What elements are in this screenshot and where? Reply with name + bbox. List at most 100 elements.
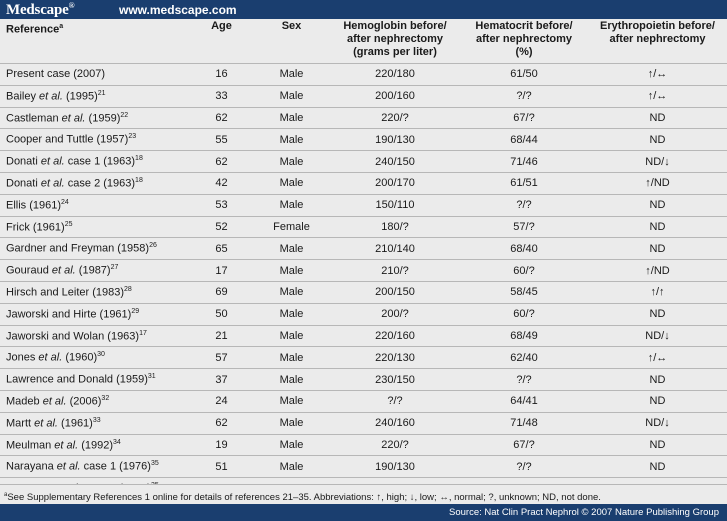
cell-hematocrit: 68/40	[460, 237, 588, 261]
cell-age: 37	[190, 368, 253, 391]
cell-hematocrit: 67/?	[460, 107, 588, 130]
column-header-age: Age	[190, 19, 253, 64]
reference-citation-number[interactable]: 21	[97, 89, 106, 97]
reference-citation-number[interactable]: 27	[110, 264, 119, 272]
cell-erythropoietin: ND	[588, 455, 727, 479]
cell-age: 65	[190, 237, 253, 261]
cell-age: 16	[190, 63, 253, 86]
header-bar: Medscape® www.medscape.com	[0, 0, 727, 19]
cell-reference: Bailey et al. (1995)21	[0, 85, 190, 108]
reference-citation-number[interactable]: 26	[149, 242, 157, 250]
reference-citation-number[interactable]: 29	[131, 307, 140, 315]
reference-citation-number[interactable]: 33	[92, 416, 101, 424]
data-table-container: Referencea Age Sex Hemoglobin before/aft…	[0, 19, 727, 500]
cell-age: 42	[190, 172, 253, 195]
reference-citation-number[interactable]: 24	[61, 198, 69, 206]
cell-erythropoietin: ND/↓	[588, 412, 727, 435]
cell-hemoglobin: 220/?	[330, 107, 460, 130]
reference-etal: et al.	[39, 90, 63, 103]
reference-author: Meulman	[6, 439, 55, 452]
table-row: Cooper and Tuttle (1957)23 55 Male 190/130 6…	[0, 128, 727, 152]
table-row: Frick (1961)25 52 Female 180/? 57/? ND	[0, 216, 727, 239]
cell-hemoglobin: 200/170	[330, 172, 460, 195]
cell-sex: Male	[253, 237, 330, 261]
reference-author: Jaworski and Wolan (1963)	[6, 330, 140, 343]
cell-reference: Jaworski and Hirte (1961)29	[0, 303, 190, 326]
cell-age: 69	[190, 281, 253, 304]
reference-detail: case 2 (1963)	[64, 177, 136, 190]
site-url[interactable]: www.medscape.com	[119, 3, 237, 17]
reference-citation-number[interactable]: 34	[113, 438, 121, 446]
table-body: Present case (2007) 16 Male 220/180 61/50 ↑/↔…	[0, 63, 727, 500]
reference-citation-number[interactable]: 18	[135, 177, 143, 185]
cell-erythropoietin: ND/↓	[588, 325, 727, 348]
cell-reference: Jaworski and Wolan (1963)17	[0, 325, 190, 348]
column-header-erythropoietin: Erythropoietin before/after nephrectomy	[588, 19, 727, 64]
cell-hemoglobin: 190/130	[330, 128, 460, 152]
cell-age: 51	[190, 455, 253, 479]
reference-etal: et al.	[54, 439, 79, 452]
reference-author: Cooper and Tuttle (1957)	[6, 134, 129, 147]
cell-age: 55	[190, 128, 253, 152]
cell-reference: Castleman et al. (1959)22	[0, 107, 190, 130]
reference-citation-number[interactable]: 35	[150, 460, 159, 468]
cell-hematocrit: 62/40	[460, 346, 588, 370]
reference-text: Present case (2007)	[6, 68, 106, 81]
cell-hematocrit: 71/46	[460, 150, 588, 173]
cell-reference: Gouraud et al. (1987)27	[0, 259, 190, 282]
cell-hematocrit: 61/50	[460, 63, 588, 86]
reference-citation-number[interactable]: 32	[101, 395, 110, 403]
cell-hemoglobin: 200/?	[330, 303, 460, 326]
reference-citation-number[interactable]: 31	[147, 373, 156, 381]
nephrectomy-table: Referencea Age Sex Hemoglobin before/aft…	[0, 19, 727, 500]
cell-erythropoietin: ↑/↔	[588, 346, 727, 370]
cell-erythropoietin: ↑/↔	[588, 85, 727, 108]
cell-sex: Female	[253, 216, 330, 239]
cell-reference: Ellis (1961)24	[0, 194, 190, 217]
reference-author: Hirsch and Leiter (1983)	[6, 286, 125, 299]
medscape-logo[interactable]: Medscape®	[6, 1, 75, 18]
reference-author: Madeb	[6, 395, 43, 408]
reference-author: Castleman	[6, 112, 62, 125]
reference-author: Martt	[6, 417, 35, 430]
reference-etal: et al.	[34, 417, 58, 430]
reference-citation-number[interactable]: 18	[135, 155, 143, 163]
cell-erythropoietin: ND	[588, 194, 727, 217]
cell-sex: Male	[253, 194, 330, 217]
table-row: Madeb et al. (2006)32 24 Male ?/? 64/41 ND	[0, 390, 727, 413]
reference-citation-number[interactable]: 22	[120, 111, 129, 119]
table-row: Jaworski and Hirte (1961)29 50 Male 200/? 60…	[0, 303, 727, 326]
reference-citation-number[interactable]: 28	[124, 286, 132, 294]
reference-citation-number[interactable]: 30	[97, 351, 105, 359]
cell-age: 52	[190, 216, 253, 239]
reference-etal: et al.	[40, 155, 65, 168]
cell-hemoglobin: 210/?	[330, 259, 460, 282]
reference-author: Donati	[6, 155, 41, 168]
cell-hemoglobin: 220/180	[330, 63, 460, 86]
cell-hematocrit: ?/?	[460, 85, 588, 108]
cell-age: 24	[190, 390, 253, 413]
table-footnote: aSee Supplementary References 1 online f…	[0, 484, 727, 504]
reference-etal: et al.	[42, 395, 67, 408]
cell-sex: Male	[253, 455, 330, 479]
reference-citation-number[interactable]: 17	[139, 329, 147, 337]
cell-reference: Donati et al. case 2 (1963)18	[0, 172, 190, 195]
reference-detail: (1961)	[57, 417, 93, 430]
table-row: Castleman et al. (1959)22 62 Male 220/? 67/?…	[0, 107, 727, 130]
reference-citation-number[interactable]: 23	[128, 133, 137, 141]
table-row: Meulman et al. (1992)34 19 Male 220/? 67/? ND	[0, 434, 727, 457]
cell-hemoglobin: 180/?	[330, 216, 460, 239]
cell-sex: Male	[253, 346, 330, 370]
table-row: Ellis (1961)24 53 Male 150/110 ?/? ND	[0, 194, 727, 217]
cell-age: 33	[190, 85, 253, 108]
cell-hematocrit: ?/?	[460, 455, 588, 479]
column-header-reference: Referencea	[0, 19, 190, 64]
cell-hematocrit: ?/?	[460, 194, 588, 217]
cell-erythropoietin: ND	[588, 434, 727, 457]
cell-erythropoietin: ND/↓	[588, 150, 727, 173]
reference-citation-number[interactable]: 25	[64, 220, 73, 228]
cell-erythropoietin: ↑/↔	[588, 63, 727, 86]
cell-age: 53	[190, 194, 253, 217]
reference-author: Donati	[6, 177, 41, 190]
cell-hemoglobin: ?/?	[330, 390, 460, 413]
